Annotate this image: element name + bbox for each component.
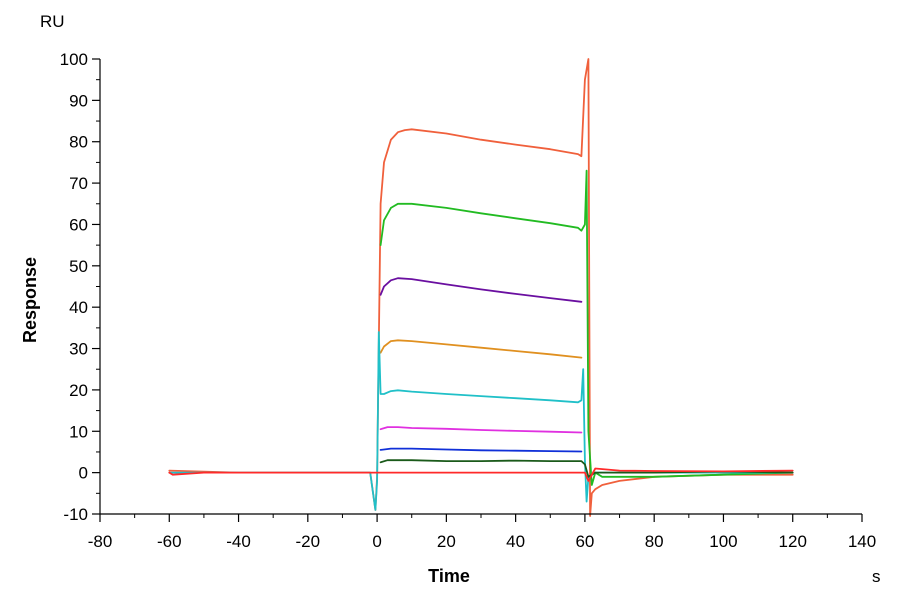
x-tick-label: 120 — [779, 532, 807, 551]
series-line-4 — [379, 339, 583, 359]
x-tick-label: -60 — [157, 532, 182, 551]
series-line-1 — [168, 58, 794, 517]
series-lines — [168, 58, 794, 517]
y-unit-label: RU — [40, 12, 65, 31]
y-tick-label: 0 — [79, 464, 88, 483]
x-tick-label: 20 — [437, 532, 456, 551]
y-tick-label: 20 — [69, 381, 88, 400]
y-axis-ticks: -10 0 10 20 30 40 50 60 70 80 90 100 — [60, 50, 100, 524]
y-tick-label: 70 — [69, 174, 88, 193]
series-line-5 — [168, 331, 794, 511]
y-axis-title: Response — [20, 257, 40, 343]
x-tick-label: -20 — [296, 532, 321, 551]
x-tick-label: 100 — [709, 532, 737, 551]
x-tick-label: 60 — [575, 532, 594, 551]
x-tick-label: 0 — [372, 532, 381, 551]
x-tick-label: 40 — [506, 532, 525, 551]
x-tick-label: 80 — [645, 532, 664, 551]
series-line-3 — [379, 277, 583, 303]
y-tick-label: 30 — [69, 340, 88, 359]
series-line-8 — [379, 459, 794, 478]
series-line-2 — [379, 169, 794, 486]
x-axis-title: Time — [428, 566, 470, 586]
x-tick-label: -80 — [88, 532, 113, 551]
y-tick-label: 60 — [69, 215, 88, 234]
series-line-7 — [379, 447, 583, 453]
y-tick-label: 50 — [69, 257, 88, 276]
x-axis-ticks: -80 -60 -40 -20 0 20 40 60 80 100 120 140 — [88, 514, 876, 551]
y-tick-label: -10 — [63, 505, 88, 524]
y-tick-label: 40 — [69, 298, 88, 317]
y-tick-label: 90 — [69, 91, 88, 110]
series-line-9 — [168, 467, 794, 482]
y-tick-label: 100 — [60, 50, 88, 69]
series-line-6 — [379, 426, 583, 434]
x-tick-label: -40 — [226, 532, 251, 551]
x-tick-label: 140 — [848, 532, 876, 551]
y-tick-label: 10 — [69, 422, 88, 441]
y-tick-label: 80 — [69, 133, 88, 152]
x-unit-label: s — [872, 567, 881, 586]
